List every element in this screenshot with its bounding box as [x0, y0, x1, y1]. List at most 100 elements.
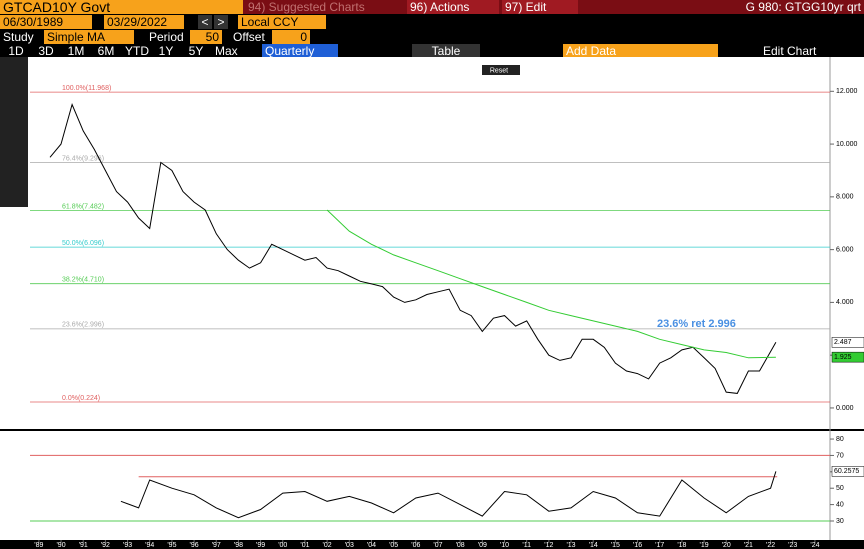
fib-label: 23.6%(2.996) — [62, 322, 104, 329]
fib-label: 50.0%(6.096) — [62, 240, 104, 247]
fib-label: 76.4%(9.296) — [62, 155, 104, 162]
edit[interactable]: 97) Edit — [502, 0, 578, 14]
annotation: 23.6% ret 2.996 — [657, 318, 736, 330]
x-tick-label: '93 — [123, 542, 132, 549]
period-label: Period — [149, 30, 184, 44]
x-tick-label: '00 — [278, 542, 287, 549]
start-date[interactable]: 06/30/1989 — [0, 15, 92, 29]
x-tick-label: '13 — [566, 542, 575, 549]
study-label: Study — [3, 30, 34, 44]
x-tick-label: '20 — [722, 542, 731, 549]
fib-label: 0.0%(0.224) — [62, 395, 100, 402]
x-tick-label: '97 — [212, 542, 221, 549]
tool-palette — [0, 57, 28, 207]
fib-label: 100.0%(11.968) — [62, 85, 111, 92]
x-tick-label: '03 — [345, 542, 354, 549]
offset-label: Offset — [233, 30, 265, 44]
x-tick-label: '23 — [788, 542, 797, 549]
offset[interactable]: 0 — [272, 30, 310, 44]
range-button[interactable]: 1Y — [152, 44, 180, 58]
x-tick-label: '98 — [234, 542, 243, 549]
range-button[interactable]: YTD — [122, 44, 150, 58]
page-title: G 980: GTGG10yr qrt — [745, 0, 861, 14]
date-bar: 06/30/1989 03/29/2022 < > Local CCY — [0, 15, 864, 29]
x-tick-label: '16 — [633, 542, 642, 549]
currency[interactable]: Local CCY — [238, 15, 326, 29]
y-tick-label: 12.000 — [836, 88, 858, 95]
last-value-box — [831, 466, 864, 477]
x-tick-label: '10 — [500, 542, 509, 549]
y-tick-label: 0.000 — [836, 405, 854, 412]
range-button[interactable]: 1D — [2, 44, 30, 58]
reset-button[interactable] — [482, 65, 520, 75]
chart: Reset 0.0002.0004.0006.0008.00010.00012.… — [0, 57, 864, 549]
x-tick-label: '02 — [323, 542, 332, 549]
range-button[interactable]: 1M — [62, 44, 90, 58]
x-tick-label: '01 — [300, 542, 309, 549]
x-tick-label: '11 — [522, 542, 531, 549]
title-bar: GTCAD10Y Govt 94) Suggested Charts 96) A… — [0, 0, 864, 14]
x-tick-label: '05 — [389, 542, 398, 549]
x-tick-label: '21 — [744, 542, 753, 549]
y-tick-label: 80 — [836, 436, 844, 443]
next[interactable]: > — [214, 15, 228, 29]
actions[interactable]: 96) Actions — [407, 0, 499, 14]
x-tick-label: '08 — [456, 542, 465, 549]
x-tick-label: '92 — [101, 542, 110, 549]
x-tick-label: '91 — [79, 542, 88, 549]
x-tick-label: '95 — [167, 542, 176, 549]
x-tick-label: '14 — [589, 542, 598, 549]
x-tick-label: '94 — [145, 542, 154, 549]
end-date[interactable]: 03/29/2022 — [104, 15, 184, 29]
x-tick-label: '07 — [433, 542, 442, 549]
x-tick-label: '24 — [810, 542, 819, 549]
add-data[interactable]: Add Data — [563, 44, 718, 58]
last-value-box — [831, 337, 864, 348]
period[interactable]: 50 — [190, 30, 222, 44]
range-button[interactable]: 6M — [92, 44, 120, 58]
y-tick-label: 6.000 — [836, 246, 854, 253]
x-tick-label: '19 — [699, 542, 708, 549]
table[interactable]: Table — [412, 44, 480, 58]
fib-label: 61.8%(7.482) — [62, 203, 104, 210]
y-tick-label: 30 — [836, 518, 844, 525]
x-tick-label: '22 — [766, 542, 775, 549]
x-tick-label: '96 — [190, 542, 199, 549]
y-tick-label: 10.000 — [836, 141, 858, 148]
range-bar: Quarterly Table Add Data Edit Chart 1D 3D… — [0, 44, 864, 58]
y-tick-label: 40 — [836, 501, 844, 508]
y-tick-label: 50 — [836, 485, 844, 492]
edit-chart[interactable]: Edit Chart — [763, 44, 817, 58]
last-value-label: 2.487 — [834, 339, 852, 346]
x-tick-label: '18 — [677, 542, 686, 549]
study[interactable]: Simple MA — [44, 30, 134, 44]
prev[interactable]: < — [198, 15, 212, 29]
last-value-box — [831, 351, 864, 363]
x-tick-label: '04 — [367, 542, 376, 549]
x-tick-label: '90 — [56, 542, 65, 549]
x-tick-label: '89 — [34, 542, 43, 549]
range-button[interactable]: Max — [212, 44, 240, 58]
x-tick-label: '06 — [411, 542, 420, 549]
last-value-label: 60.2575 — [834, 468, 859, 475]
series-line — [326, 209, 776, 359]
range-button[interactable]: 5Y — [182, 44, 210, 58]
frequency[interactable]: Quarterly — [262, 44, 338, 58]
y-tick-label: 8.000 — [836, 194, 854, 201]
suggested[interactable]: 94) Suggested Charts — [248, 0, 365, 14]
x-tick-label: '12 — [544, 542, 553, 549]
x-tick-label: '09 — [478, 542, 487, 549]
x-tick-label: '15 — [611, 542, 620, 549]
last-value-label: 1.925 — [834, 354, 852, 361]
reset-label: Reset — [490, 67, 508, 74]
x-axis-strip — [0, 540, 864, 549]
security[interactable]: GTCAD10Y Govt — [0, 0, 243, 14]
series-line — [120, 471, 777, 519]
y-tick-label: 70 — [836, 452, 844, 459]
range-button[interactable]: 3D — [32, 44, 60, 58]
y-tick-label: 4.000 — [836, 299, 854, 306]
x-tick-label: '99 — [256, 542, 265, 549]
x-tick-label: '17 — [655, 542, 664, 549]
series-line — [49, 102, 777, 394]
